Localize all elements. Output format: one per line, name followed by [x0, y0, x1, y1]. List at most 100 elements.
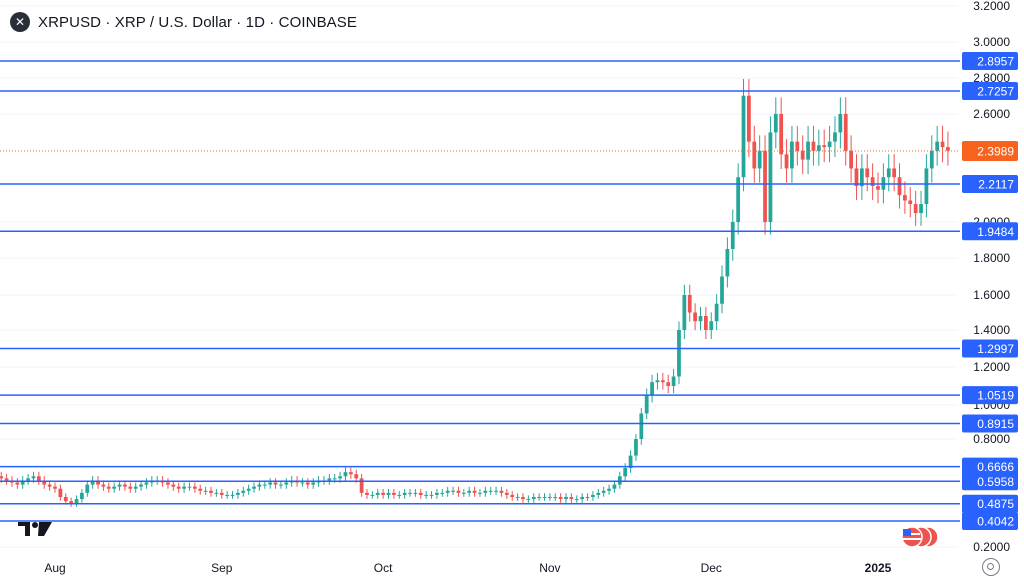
candle-body — [268, 482, 273, 485]
candle-body — [531, 497, 536, 500]
x-tick-label: 2025 — [865, 561, 892, 575]
candle-body — [305, 482, 310, 485]
candle-body — [526, 499, 531, 501]
candle-body — [886, 168, 891, 178]
candle-body — [811, 141, 816, 151]
candle-body — [112, 486, 117, 489]
candle-body — [687, 295, 692, 313]
candle-body — [929, 150, 934, 169]
candle-body — [397, 494, 402, 496]
candle-body — [816, 145, 821, 151]
candle-body — [418, 492, 423, 495]
candle-body — [230, 494, 235, 496]
candle-body — [601, 490, 606, 493]
x-tick-label: Nov — [539, 561, 560, 575]
candle-body — [488, 490, 493, 492]
candle-body — [924, 168, 929, 205]
candle-body — [413, 492, 418, 494]
candle-body — [241, 490, 246, 493]
x-tick-label: Sep — [211, 561, 233, 575]
candle-body — [542, 497, 547, 499]
level-price-text: 0.5958 — [977, 475, 1014, 489]
level-price-label — [962, 512, 1018, 530]
candle-body — [402, 492, 407, 495]
xrp-logo-icon: ✕ — [10, 12, 30, 32]
candle-body — [381, 492, 386, 495]
level-price-text: 2.2117 — [978, 178, 1014, 192]
level-price-text: 2.7257 — [977, 85, 1014, 99]
candle-body — [209, 490, 213, 493]
candle-body — [461, 492, 466, 494]
candle-body — [273, 482, 278, 485]
candle-body — [854, 168, 859, 187]
candle-body — [42, 480, 47, 485]
candle-body — [117, 484, 122, 487]
candle-body — [478, 492, 482, 494]
x-tick-label: Dec — [701, 561, 722, 575]
candle-body — [757, 150, 762, 169]
candle-body — [144, 482, 149, 485]
candle-body — [655, 380, 660, 383]
candle-body — [90, 480, 95, 485]
candle-body — [348, 472, 353, 475]
level-price-label — [962, 222, 1018, 241]
candle-body — [768, 132, 773, 222]
candle-body — [747, 95, 751, 142]
candle-body — [547, 497, 552, 499]
candle-body — [806, 141, 810, 160]
candle-body — [128, 486, 133, 489]
level-price-text: 0.4042 — [977, 515, 1014, 529]
candle-body — [666, 382, 671, 386]
candle-body — [311, 482, 316, 485]
candle-body — [833, 132, 837, 142]
y-tick-label: 2.6000 — [973, 107, 1010, 121]
level-price-label — [962, 472, 1018, 491]
candle-body — [784, 154, 789, 169]
candle-body — [15, 482, 20, 485]
candle-body — [591, 494, 595, 498]
level-price-label — [962, 82, 1018, 100]
candle-body — [451, 490, 455, 492]
candle-body — [607, 488, 611, 491]
candle-body — [779, 114, 784, 155]
candle-body — [445, 490, 450, 493]
candle-body — [365, 492, 369, 495]
candle-body — [876, 186, 880, 190]
candle-body — [553, 497, 558, 499]
candle-body — [752, 141, 757, 169]
candle-body — [574, 499, 579, 501]
candle-body — [515, 497, 520, 499]
candle-body — [919, 204, 923, 214]
candle-body — [703, 316, 708, 330]
candle-body — [74, 499, 79, 504]
candle-body — [332, 478, 337, 480]
candle-body — [612, 484, 617, 489]
y-tick-label: 3.2000 — [973, 0, 1010, 13]
candle-body — [257, 484, 262, 487]
candle-body — [940, 141, 945, 148]
y-tick-label: 3.0000 — [973, 35, 1010, 49]
y-tick-label: 2.8000 — [973, 71, 1010, 85]
candle-body — [521, 497, 525, 500]
candle-body — [650, 382, 654, 396]
candle-body — [580, 497, 585, 500]
chart-settings-icon[interactable] — [982, 558, 1000, 576]
candle-body — [736, 177, 741, 222]
candle-body — [897, 177, 902, 196]
candle-body — [123, 484, 127, 487]
candle-body — [472, 490, 477, 493]
us-flag-icon[interactable] — [900, 525, 940, 549]
candle-body — [946, 147, 950, 151]
candle-body — [859, 168, 864, 187]
candle-body — [166, 482, 170, 485]
x-tick-label: Aug — [44, 561, 65, 575]
candle-body — [53, 486, 57, 489]
candle-body — [31, 476, 36, 479]
candle-body — [236, 492, 240, 495]
y-tick-label: 1.6000 — [973, 288, 1010, 302]
candle-body — [698, 316, 703, 322]
x-tick-label: Oct — [374, 561, 393, 575]
tradingview-logo-icon[interactable] — [16, 518, 54, 538]
candle-body — [773, 114, 778, 133]
